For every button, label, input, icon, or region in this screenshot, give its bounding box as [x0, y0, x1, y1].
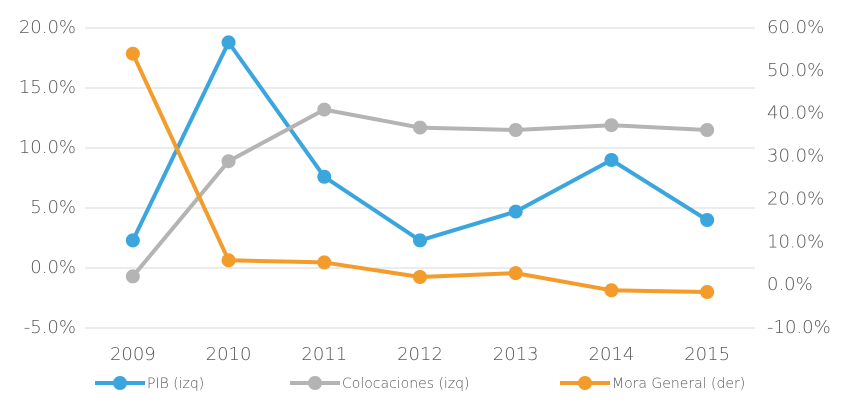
data-point	[221, 253, 236, 268]
y2-tick-label: 30.0%	[767, 146, 824, 167]
x-tick-label: 2013	[493, 344, 539, 365]
y2-tick-label: -10.0%	[767, 317, 831, 338]
data-point	[125, 46, 140, 61]
data-point	[317, 255, 332, 270]
y-tick-label: 20.0%	[19, 17, 76, 38]
data-point	[317, 102, 332, 117]
data-point	[508, 123, 523, 137]
y2-tick-label: 50.0%	[767, 60, 824, 81]
data-point	[221, 35, 236, 50]
data-point	[413, 270, 427, 284]
y-tick-label: -5.0%	[24, 317, 76, 338]
data-point	[508, 204, 523, 219]
legend-label: PIB (izq)	[147, 376, 204, 392]
series-line	[131, 40, 709, 243]
y-tick-label: 10.0%	[19, 137, 76, 158]
data-point	[125, 233, 140, 248]
y-tick-label: 15.0%	[19, 77, 76, 98]
y2-tick-label: 40.0%	[767, 103, 824, 124]
y2-tick-label: 20.0%	[767, 188, 824, 209]
x-tick-label: 2009	[110, 344, 156, 365]
data-point	[413, 120, 427, 135]
legend-marker	[113, 376, 127, 390]
series-line	[131, 107, 708, 278]
x-tick-label: 2014	[589, 344, 635, 365]
data-point	[221, 154, 236, 169]
legend-label: Colocaciones (izq)	[342, 376, 470, 392]
data-point	[604, 118, 619, 133]
legend-label: Mora General (der)	[612, 376, 745, 392]
data-point	[317, 169, 332, 184]
data-point	[700, 123, 715, 137]
data-point	[700, 285, 715, 299]
data-point	[604, 283, 619, 298]
data-point	[508, 266, 523, 281]
x-tick-label: 2011	[301, 344, 347, 365]
legend-marker	[578, 376, 592, 390]
y2-tick-label: 10.0%	[767, 231, 824, 252]
y-tick-label: 5.0%	[30, 197, 76, 218]
data-point	[413, 233, 427, 248]
data-point	[604, 153, 619, 167]
data-point	[125, 269, 140, 284]
legend-marker	[308, 376, 322, 390]
y-tick-label: 0.0%	[30, 257, 76, 278]
x-tick-label: 2015	[684, 344, 730, 365]
y2-tick-label: 0.0%	[767, 274, 813, 295]
data-point	[700, 213, 715, 227]
y2-tick-label: 60.0%	[767, 17, 824, 38]
x-tick-label: 2010	[206, 344, 252, 365]
x-tick-label: 2012	[397, 344, 443, 365]
